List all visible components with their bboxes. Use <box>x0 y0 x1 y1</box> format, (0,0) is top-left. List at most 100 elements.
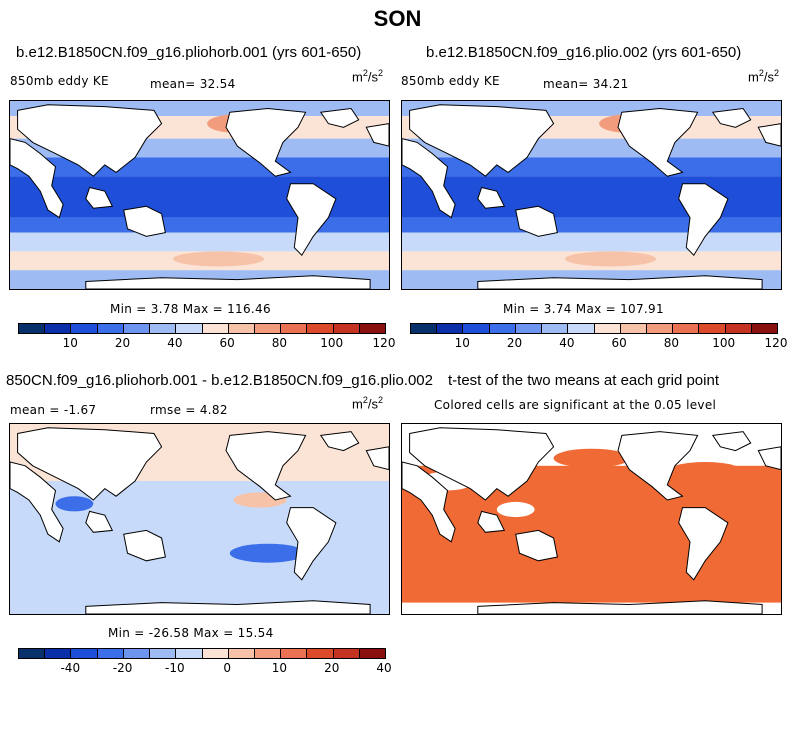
colorbar-tick-label: 60 <box>611 336 627 350</box>
colorbar-tick-label: 80 <box>663 336 680 350</box>
colorbar-swatch <box>202 324 229 333</box>
colorbar-tick-label: -40 <box>60 661 81 675</box>
panel-2-mean: mean= 34.21 <box>543 77 629 91</box>
field-patch <box>229 543 306 563</box>
coastline <box>402 104 781 289</box>
colorbar-swatch <box>19 324 46 333</box>
panel-1-colorbar-ticks: 10 20 40 60 80 100 120 <box>18 336 396 352</box>
field-band <box>10 217 389 233</box>
colorbar-swatch <box>150 649 177 658</box>
panel-1-map <box>9 100 390 290</box>
colorbar-swatch <box>45 649 72 658</box>
colorbar-tick-label: 40 <box>167 336 183 350</box>
panel-3-mean: mean = -1.67 <box>10 403 97 417</box>
panel-2-map <box>401 100 782 290</box>
colorbar-tick-label: 40 <box>559 336 575 350</box>
colorbar-swatch <box>254 324 282 333</box>
colorbar-swatch <box>254 649 282 658</box>
colorbar-swatch <box>333 324 360 333</box>
colorbar-swatch <box>228 649 255 658</box>
coastline <box>402 427 781 614</box>
panel-2-colorbar-ticks: 10 20 40 60 80 100 120 <box>410 336 788 352</box>
colorbar-swatch <box>620 324 647 333</box>
colorbar-swatch <box>725 324 752 333</box>
colorbar-swatch <box>19 649 46 658</box>
colorbar-swatch <box>97 649 124 658</box>
panel-3-units: m2/s2 <box>352 395 383 412</box>
figure-title: SON <box>373 6 422 31</box>
colorbar-swatch <box>515 324 543 333</box>
colorbar-swatch <box>45 324 72 333</box>
panel-2-title: b.e12.B1850CN.f09_g16.plio.002 (yrs 601-… <box>426 44 742 61</box>
colorbar-swatch <box>176 324 203 333</box>
panel-2-map-svg <box>402 101 781 289</box>
colorbar-tick-label: 40 <box>376 661 392 675</box>
field-patch <box>173 251 264 267</box>
panel-1-mean: mean= 32.54 <box>150 77 236 91</box>
colorbar-tick-label: 10 <box>271 661 288 675</box>
panel-4-map-svg <box>402 427 781 614</box>
colorbar-swatch <box>71 649 98 658</box>
field-band <box>10 157 389 177</box>
colorbar-tick-label: 0 <box>223 661 231 675</box>
field-band <box>402 232 781 252</box>
colorbar-swatch <box>97 324 124 333</box>
colorbar-swatch <box>228 324 255 333</box>
colorbar-swatch <box>489 324 516 333</box>
panel-3-map-svg <box>10 424 389 614</box>
colorbar-swatch <box>437 324 464 333</box>
colorbar-swatch <box>411 324 438 333</box>
panel-2-units: m2/s2 <box>748 68 779 85</box>
panel-3-rmse: rmse = 4.82 <box>150 403 228 417</box>
panel-1-colorbar <box>18 323 386 334</box>
coastline <box>10 427 389 614</box>
field-band <box>402 157 781 177</box>
panel-3-colorbar <box>18 648 386 659</box>
coastline <box>10 104 389 289</box>
colorbar-tick-label: 80 <box>271 336 288 350</box>
panel-4-map <box>401 423 782 615</box>
colorbar-swatch <box>646 324 674 333</box>
field-patch <box>565 251 656 267</box>
field-band <box>10 528 389 576</box>
panel-2-variable-label: 850mb eddy KE <box>401 74 500 88</box>
colorbar-tick-label: 10 <box>62 336 78 350</box>
colorbar-swatch <box>307 324 334 333</box>
panel-2-colorbar <box>410 323 778 334</box>
field-band <box>402 217 781 233</box>
colorbar-swatch <box>673 324 700 333</box>
panel-1-map-svg <box>10 101 389 289</box>
field-band <box>10 232 389 252</box>
panel-2-stats: Min = 3.74 Max = 107.91 <box>503 302 664 316</box>
field-patch <box>496 501 535 518</box>
panel-3-map <box>9 423 390 615</box>
colorbar-swatch <box>176 649 203 658</box>
panel-4-title: t-test of the two means at each grid poi… <box>448 372 719 389</box>
colorbar-tick-label: 120 <box>372 336 396 350</box>
colorbar-swatch <box>71 324 98 333</box>
colorbar-tick-label: 100 <box>320 336 344 350</box>
panel-3-title: 850CN.f09_g16.pliohorb.001 - b.e12.B1850… <box>6 372 433 389</box>
colorbar-swatch <box>463 324 490 333</box>
field-patch <box>55 496 94 512</box>
colorbar-tick-label: -20 <box>112 661 133 675</box>
colorbar-swatch <box>307 649 334 658</box>
panel-1-title: b.e12.B1850CN.f09_g16.pliohorb.001 (yrs … <box>16 44 362 61</box>
panel-1-variable-label: 850mb eddy KE <box>10 74 109 88</box>
field-patch <box>667 462 744 481</box>
colorbar-swatch <box>150 324 177 333</box>
colorbar-swatch <box>359 324 386 333</box>
colorbar-tick-label: 120 <box>764 336 788 350</box>
colorbar-tick-label: 10 <box>454 336 470 350</box>
colorbar-swatch <box>359 649 386 658</box>
colorbar-swatch <box>751 324 778 333</box>
colorbar-tick-label: 100 <box>712 336 736 350</box>
colorbar-swatch <box>542 324 569 333</box>
colorbar-swatch <box>699 324 726 333</box>
panel-1-stats: Min = 3.78 Max = 116.46 <box>110 302 271 316</box>
colorbar-swatch <box>123 324 151 333</box>
colorbar-swatch <box>123 649 151 658</box>
panel-1-units: m2/s2 <box>352 68 383 85</box>
panel-4-subtitle: Colored cells are significant at the 0.0… <box>434 398 717 412</box>
panel-3-colorbar-ticks: -40 -20 -10 0 10 20 40 <box>18 661 391 677</box>
